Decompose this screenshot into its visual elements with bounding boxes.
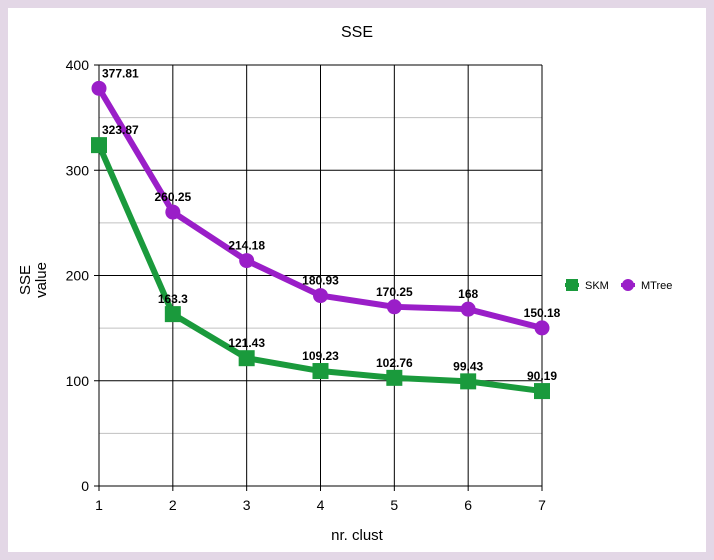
series-layer [91, 80, 550, 400]
y-axis-label-line-2: value [33, 262, 50, 298]
x-tick-label: 4 [317, 497, 325, 513]
legend: SKM MTree [565, 279, 672, 292]
data-label-skm: 323.87 [102, 123, 139, 137]
legend-label-skm: SKM [585, 280, 609, 292]
x-tick-label: 5 [390, 497, 398, 513]
data-point-skm [534, 383, 550, 400]
x-tick-label: 1 [95, 497, 103, 513]
y-axis-label-line-1: SSE [17, 265, 34, 295]
data-point-skm [164, 306, 181, 323]
y-tick-label: 400 [66, 57, 90, 73]
data-point-mtree [239, 253, 255, 269]
data-labels: 323.87 163.3 121.43 109.23 102.76 99.43 90.19 3… [102, 66, 561, 383]
data-label-mtree: 260.25 [154, 190, 191, 204]
data-point-mtree [165, 204, 181, 220]
data-point-mtree [313, 288, 328, 304]
x-tick-label: 7 [538, 497, 546, 513]
data-label-mtree: 214.18 [228, 239, 265, 253]
data-label-skm: 102.76 [376, 356, 413, 370]
data-point-skm [460, 373, 477, 390]
data-point-skm [238, 350, 255, 367]
legend-label-mtree: MTree [641, 280, 672, 292]
data-point-skm [91, 137, 107, 154]
data-label-mtree: 377.81 [102, 66, 139, 80]
legend-marker-mtree [622, 279, 634, 291]
axes: 0 100 200 300 400 1 2 3 4 5 6 7 [66, 57, 546, 513]
y-tick-label: 200 [66, 268, 90, 284]
x-tick-label: 6 [464, 497, 472, 513]
data-point-mtree [534, 320, 550, 336]
y-tick-label: 300 [66, 162, 90, 178]
y-tick-label: 0 [81, 478, 89, 494]
legend-marker-skm [566, 279, 578, 291]
y-axis-label: SSE value [17, 262, 50, 298]
data-point-skm [386, 369, 403, 386]
data-label-skm: 109.23 [302, 349, 339, 363]
y-tick-label: 100 [66, 373, 90, 389]
data-label-skm: 121.43 [228, 336, 265, 350]
data-label-skm: 99.43 [453, 359, 483, 373]
data-label-skm: 163.3 [158, 292, 188, 306]
data-label-skm: 90.19 [527, 369, 557, 383]
x-tick-label: 2 [169, 497, 177, 513]
data-label-mtree: 150.18 [524, 306, 561, 320]
data-point-mtree [386, 299, 402, 315]
data-label-mtree: 180.93 [302, 274, 339, 288]
data-point-mtree [91, 80, 107, 96]
data-label-mtree: 168 [458, 287, 478, 301]
x-tick-label: 3 [243, 497, 251, 513]
chart-title: SSE [341, 24, 373, 41]
data-label-mtree: 170.25 [376, 285, 413, 299]
data-point-mtree [460, 301, 476, 317]
x-axis-label: nr. clust [331, 527, 384, 544]
data-point-skm [312, 363, 329, 380]
